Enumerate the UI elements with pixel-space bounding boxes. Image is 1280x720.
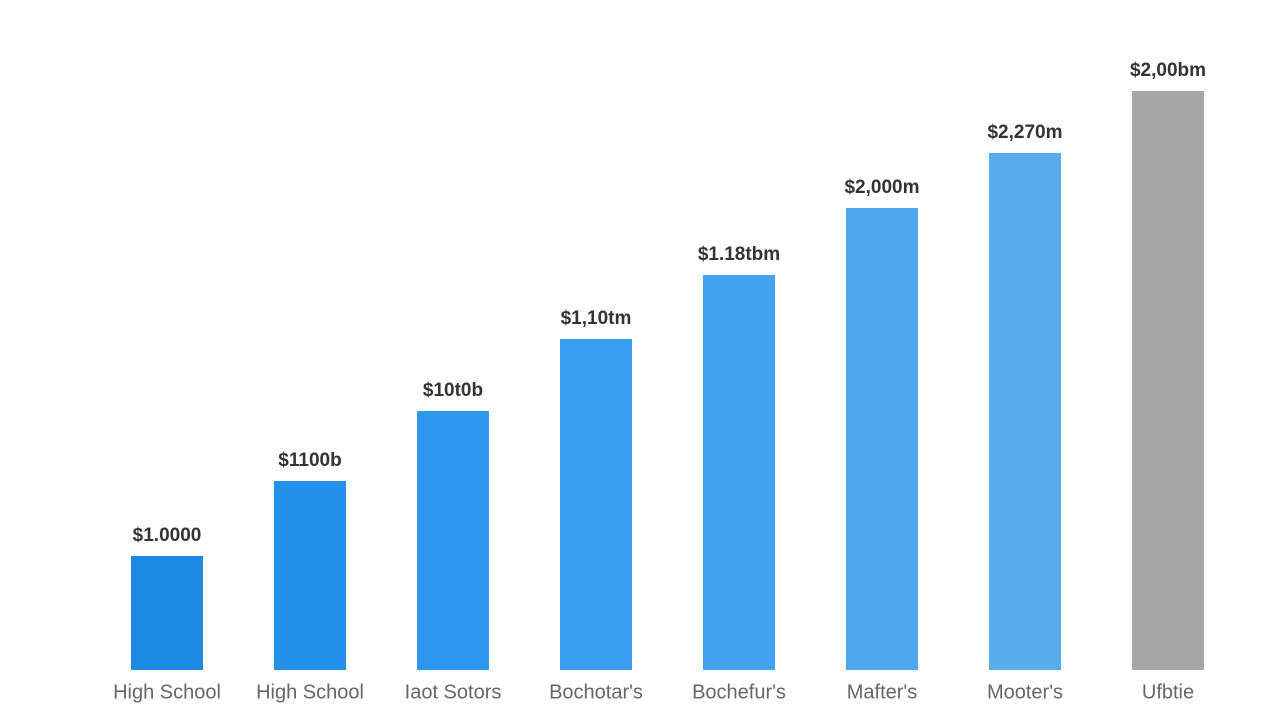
x-tick-label: Bochefur's — [692, 681, 786, 703]
bar — [1132, 91, 1204, 670]
value-label: $1,10tm — [561, 308, 632, 329]
x-tick-label: Mafter's — [847, 681, 918, 703]
value-label: $10t0b — [423, 380, 483, 401]
x-tick-label: High School — [256, 681, 364, 703]
bar — [989, 153, 1061, 670]
value-label: $1.0000 — [133, 525, 202, 546]
value-label: $2,000m — [844, 177, 919, 198]
value-label: $1.18tbm — [698, 244, 780, 265]
bar — [274, 481, 346, 670]
x-tick-label: Iaot Sotors — [405, 681, 502, 703]
x-tick-label: High School — [113, 681, 221, 703]
x-tick-label: Bochotar's — [549, 681, 643, 703]
value-label: $2,270m — [987, 122, 1062, 143]
x-tick-label: Ufbtie — [1142, 681, 1194, 703]
bar — [417, 411, 489, 670]
x-tick-label: Mooter's — [987, 681, 1063, 703]
bar — [846, 208, 918, 670]
value-label: $2,00bm — [1130, 60, 1206, 81]
bar — [703, 275, 775, 670]
bar — [560, 339, 632, 670]
value-label: $1100b — [278, 450, 341, 471]
bar — [131, 556, 203, 670]
